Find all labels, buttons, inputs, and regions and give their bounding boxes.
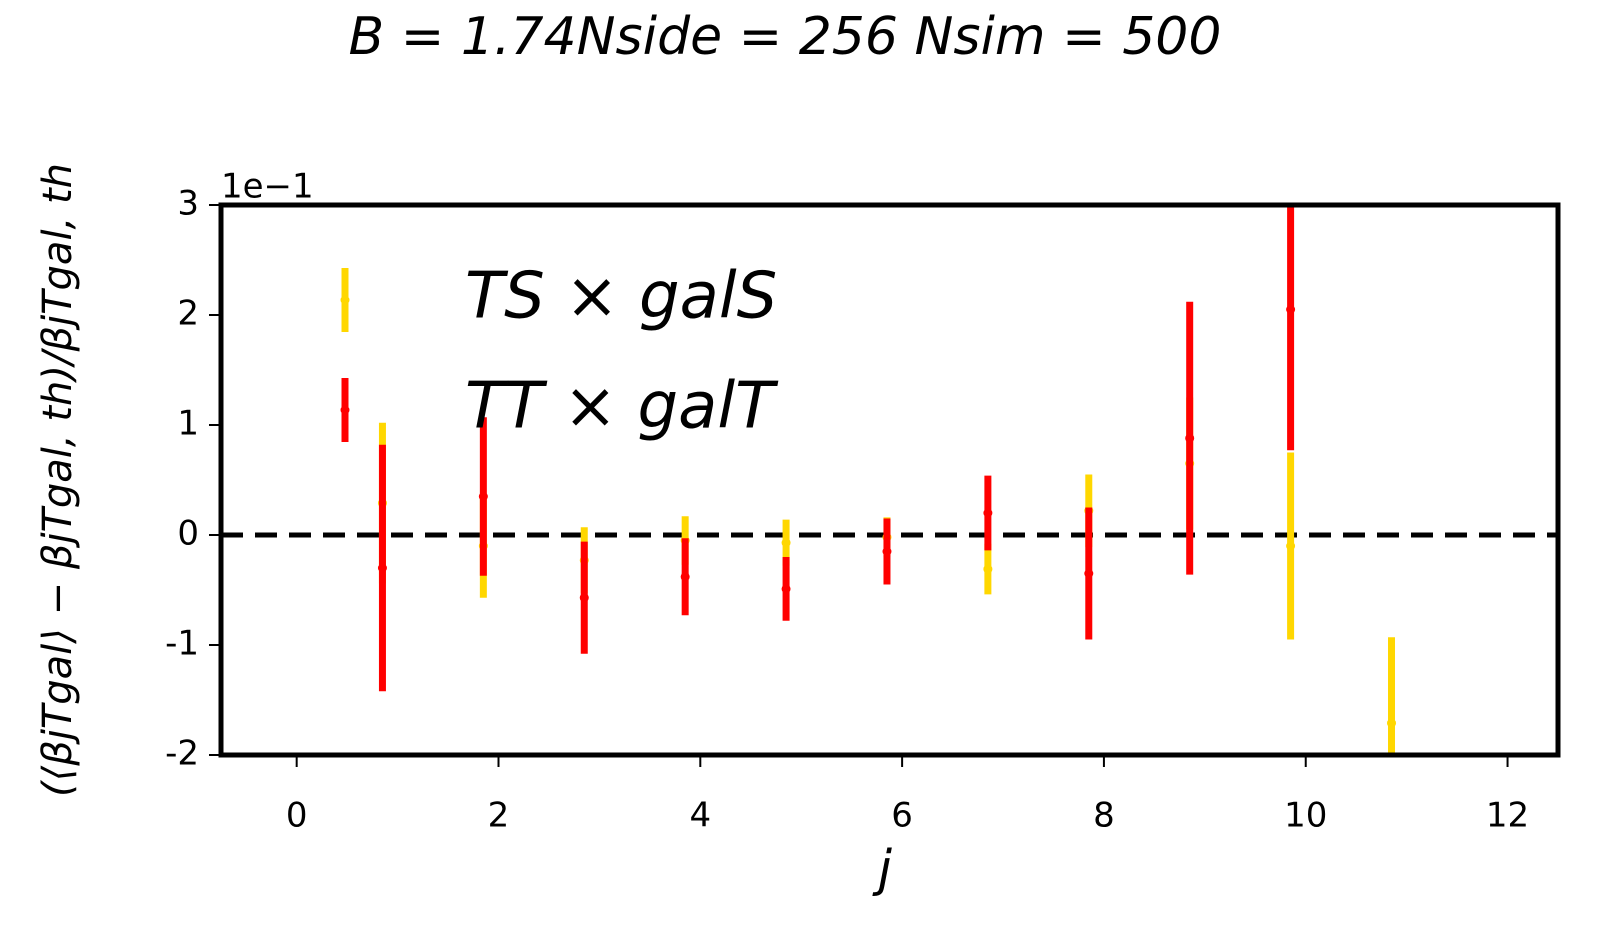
data-point — [1286, 305, 1296, 314]
y-tick-label: -2 — [165, 734, 199, 774]
x-tick-label: 0 — [286, 796, 308, 836]
y-tick-label: 0 — [177, 514, 199, 554]
legend-label: TS × galS — [465, 260, 777, 334]
x-tick-label: 6 — [891, 796, 913, 836]
x-axis-label: j — [872, 840, 892, 898]
data-point — [882, 547, 892, 556]
x-tick-label: 12 — [1486, 796, 1529, 836]
x-tick-label: 8 — [1093, 796, 1115, 836]
data-point — [983, 564, 993, 574]
legend-label: TT × galT — [465, 370, 779, 444]
legend-marker-dot — [340, 295, 350, 305]
y-tick-label: -1 — [165, 624, 199, 664]
y-axis-label: (⟨βjTgal⟩ − βjTgal, th)/βjTgal, th — [35, 163, 81, 797]
plot-area — [221, 205, 1558, 755]
chart-title: B = 1.74Nside = 256 Nsim = 500 — [349, 7, 1222, 67]
data-point — [1387, 718, 1397, 728]
data-point — [781, 584, 791, 594]
data-point — [1084, 569, 1094, 578]
x-tick-label: 2 — [488, 796, 510, 836]
data-point — [680, 572, 690, 582]
y-tick-label: 3 — [177, 184, 199, 224]
data-point — [478, 492, 488, 501]
data-point — [983, 508, 993, 518]
data-point — [781, 538, 791, 548]
plot-frame — [218, 202, 1561, 758]
y-offset-label: 1e−1 — [221, 167, 314, 207]
x-tick-label: 10 — [1284, 796, 1327, 836]
data-point — [1286, 541, 1296, 551]
data-point — [377, 563, 387, 573]
y-tick-label: 1 — [177, 404, 199, 444]
data-point — [1185, 433, 1195, 443]
x-tick-label: 4 — [689, 796, 711, 836]
y-tick-label: 2 — [177, 294, 199, 334]
data-point — [579, 593, 589, 603]
legend-marker-dot — [340, 405, 350, 415]
